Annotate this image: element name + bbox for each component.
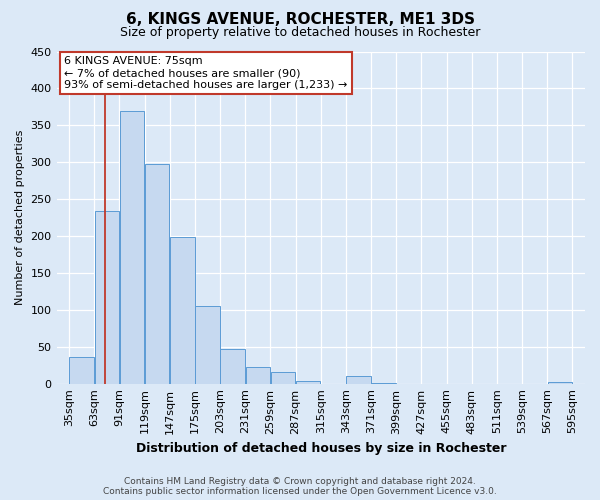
Text: Size of property relative to detached houses in Rochester: Size of property relative to detached ho…	[120, 26, 480, 39]
Bar	[346, 376, 371, 384]
Bar	[271, 372, 295, 384]
Text: Contains HM Land Registry data © Crown copyright and database right 2024.
Contai: Contains HM Land Registry data © Crown c…	[103, 476, 497, 496]
Text: 6, KINGS AVENUE, ROCHESTER, ME1 3DS: 6, KINGS AVENUE, ROCHESTER, ME1 3DS	[125, 12, 475, 28]
Bar	[220, 349, 245, 384]
Bar	[296, 380, 320, 384]
Bar	[245, 366, 270, 384]
Bar	[170, 237, 194, 384]
Bar	[196, 306, 220, 384]
Bar	[95, 211, 119, 384]
Bar	[145, 164, 169, 384]
Bar	[70, 357, 94, 384]
Text: 6 KINGS AVENUE: 75sqm
← 7% of detached houses are smaller (90)
93% of semi-detac: 6 KINGS AVENUE: 75sqm ← 7% of detached h…	[64, 56, 348, 90]
Bar	[371, 383, 396, 384]
Y-axis label: Number of detached properties: Number of detached properties	[15, 130, 25, 306]
Bar	[548, 382, 572, 384]
X-axis label: Distribution of detached houses by size in Rochester: Distribution of detached houses by size …	[136, 442, 506, 455]
Bar	[120, 110, 144, 384]
